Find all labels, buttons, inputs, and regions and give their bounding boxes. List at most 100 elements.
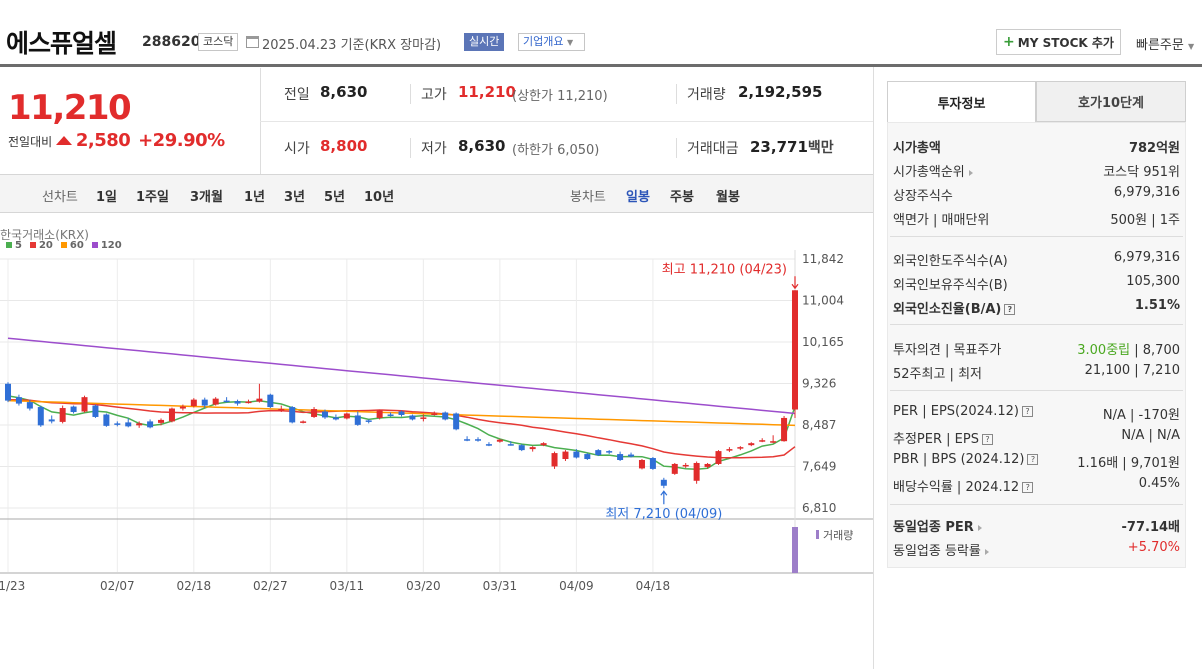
candle-body <box>278 409 285 411</box>
candle-body <box>562 451 569 460</box>
price-change: 전일대비 2,580 +29.90% <box>8 130 225 151</box>
info-row: 외국인소진율(B/A)? 1.51% <box>893 298 1180 317</box>
info-label[interactable]: 외국인소진율(B/A)? <box>893 298 1016 317</box>
volume-bar <box>792 527 798 573</box>
info-row: 상장주식수 6,979,316 <box>893 185 1180 204</box>
tab-invest-info[interactable]: 투자정보 <box>887 81 1036 122</box>
info-row: 외국인보유주식수(B) 105,300 <box>893 274 1180 293</box>
candle-body <box>59 408 66 422</box>
period-1d[interactable]: 1일 <box>96 190 118 205</box>
candle-body <box>168 408 175 422</box>
info-row: 동일업종 PER -77.14배 <box>893 516 1180 535</box>
quick-order-button[interactable]: 빠른주문 ▼ <box>1136 38 1195 53</box>
ma-line-5 <box>7 395 796 471</box>
info-tabs: 투자정보 호가10단계 <box>887 81 1186 122</box>
candle-body <box>267 394 274 408</box>
info-label[interactable]: 동일업종 PER <box>893 516 982 535</box>
candle-body <box>48 419 55 422</box>
candle-body <box>387 414 394 416</box>
company-overview-button[interactable]: 기업개요 ▼ <box>518 33 585 51</box>
help-icon[interactable]: ? <box>1004 304 1016 315</box>
line-chart-label: 선차트 <box>42 190 78 205</box>
info-label: 상장주식수 <box>893 189 953 204</box>
candle-body <box>354 415 361 425</box>
candle-body <box>431 413 438 415</box>
help-icon[interactable]: ? <box>1022 482 1034 493</box>
period-3y[interactable]: 3년 <box>284 190 306 205</box>
period-1w[interactable]: 1주일 <box>136 190 169 205</box>
info-label[interactable]: 배당수익률 | 2024.12? <box>893 476 1034 495</box>
candle-body <box>748 443 755 446</box>
candle-body <box>376 410 383 418</box>
candle-body <box>715 451 722 464</box>
info-row: 52주최고 | 최저 21,100 | 7,210 <box>893 363 1180 382</box>
period-5y[interactable]: 5년 <box>324 190 346 205</box>
candle-body <box>365 420 372 422</box>
info-label[interactable]: 추정PER | EPS? <box>893 428 993 447</box>
candle-body <box>529 447 536 450</box>
candle-body <box>781 417 788 442</box>
help-icon[interactable]: ? <box>1027 454 1039 465</box>
info-label: 52주최고 | 최저 <box>893 367 982 382</box>
stock-name: 에스퓨얼셀 <box>6 29 117 58</box>
info-label: 시가총액 <box>893 141 941 156</box>
help-icon[interactable]: ? <box>981 434 993 445</box>
low-value: 8,630 <box>458 137 506 155</box>
x-tick-label: 02/27 <box>253 579 288 593</box>
candle-body <box>321 411 328 418</box>
info-label[interactable]: 시가총액순위 <box>893 161 973 180</box>
x-tick-label: 03/31 <box>483 579 518 593</box>
info-value: 21,100 | 7,210 <box>1084 363 1180 378</box>
candle-body <box>15 397 22 404</box>
info-value: 0.45% <box>1138 476 1180 491</box>
info-row: 추정PER | EPS? N/A | N/A <box>893 428 1180 447</box>
up-arrow-icon <box>56 136 72 145</box>
candle-body <box>791 290 799 410</box>
candle-body <box>671 463 678 474</box>
candle-body <box>256 398 263 402</box>
candle-weekly[interactable]: 주봉 <box>670 190 694 205</box>
info-value: 코스닥 951위 <box>1103 165 1180 180</box>
info-value: 6,979,316 <box>1113 185 1180 200</box>
candle-body <box>201 399 208 406</box>
info-label[interactable]: 동일업종 등락률 <box>893 540 989 559</box>
candle-body <box>81 397 88 412</box>
candle-body <box>770 441 777 443</box>
help-icon[interactable]: ? <box>1021 406 1033 417</box>
candle-body <box>125 422 132 427</box>
legend-ma-60: 60 <box>60 240 84 251</box>
ma-legend: 5 20 60 120 <box>6 240 122 251</box>
realtime-button[interactable]: 실시간 <box>464 33 505 51</box>
candle-body <box>147 421 154 428</box>
info-label: 액면가 | 매매단위 <box>893 213 990 228</box>
period-10y[interactable]: 10년 <box>364 190 395 205</box>
add-mystock-button[interactable]: + MY STOCK 추가 <box>996 29 1121 55</box>
candle-monthly[interactable]: 월봉 <box>716 190 740 205</box>
price-chart[interactable]: 11,842 11,004 10,165 9,326 8,487 7,649 6,810 01… <box>0 250 873 600</box>
prev-value: 8,630 <box>320 83 368 101</box>
candle-body <box>223 400 230 403</box>
candle-body <box>300 421 307 423</box>
stock-code: 288620 <box>142 34 201 50</box>
amount-label: 거래대금 <box>676 138 739 158</box>
tab-order-book[interactable]: 호가10단계 <box>1036 81 1186 122</box>
y-tick-label: 11,842 <box>802 252 844 266</box>
info-label[interactable]: PER | EPS(2024.12)? <box>893 404 1033 423</box>
period-3m[interactable]: 3개월 <box>190 190 223 205</box>
candle-daily[interactable]: 일봉 <box>626 190 650 205</box>
info-separator <box>890 236 1183 237</box>
y-tick-label: 8,487 <box>802 418 836 432</box>
volume-legend-swatch <box>816 530 819 539</box>
volume-value: 2,192,595 <box>738 83 823 101</box>
y-tick-label: 6,810 <box>802 501 836 515</box>
prev-label: 전일 <box>284 87 310 103</box>
candle-body <box>332 417 339 420</box>
info-label[interactable]: PBR | BPS (2024.12)? <box>893 452 1039 471</box>
quote-date: 2025.04.23 기준(KRX 장마감) <box>262 38 442 53</box>
info-row: PBR | BPS (2024.12)? 1.16배 | 9,701원 <box>893 452 1180 471</box>
candle-body <box>682 464 689 467</box>
period-1y[interactable]: 1년 <box>244 190 266 205</box>
info-value: 105,300 <box>1126 274 1180 289</box>
candle-body <box>398 411 405 415</box>
info-row: PER | EPS(2024.12)? N/A | -170원 <box>893 404 1180 423</box>
